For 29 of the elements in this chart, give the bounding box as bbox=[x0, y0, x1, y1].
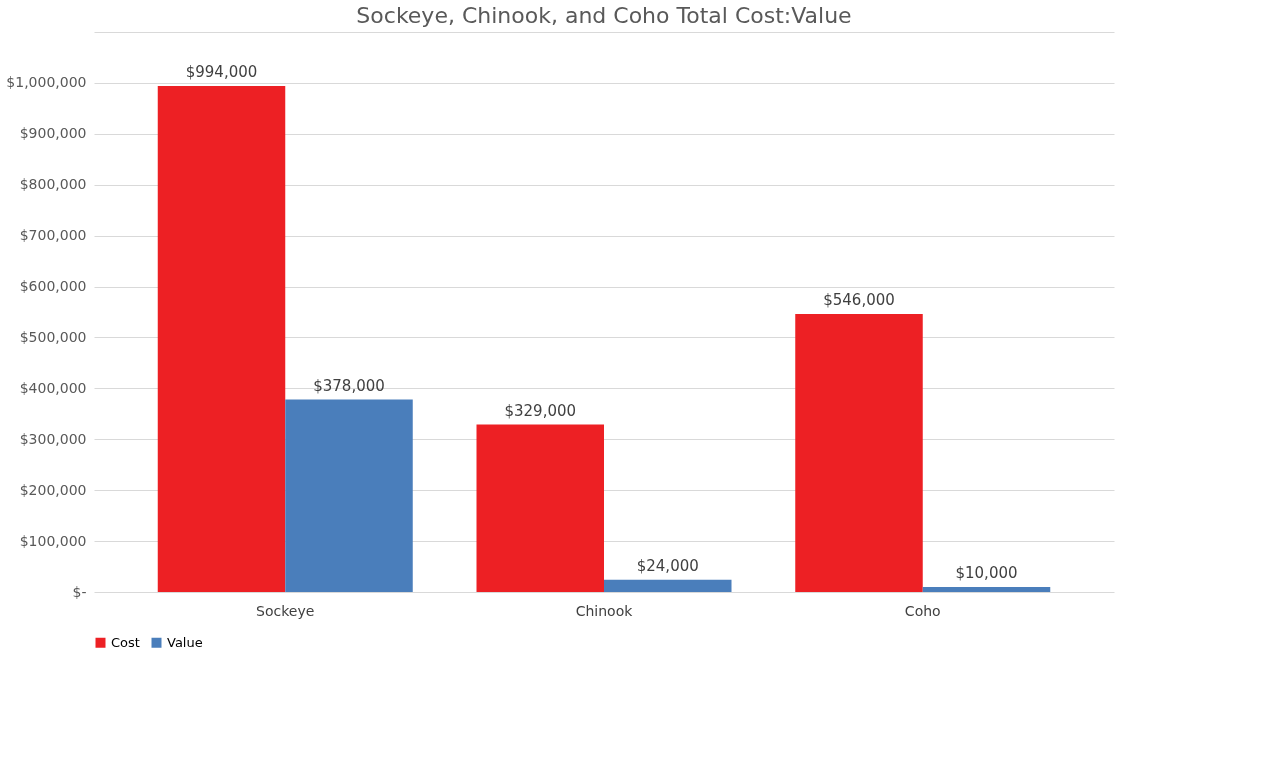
y-tick-label: $1,000,000 bbox=[6, 74, 87, 91]
y-tick-label: $200,000 bbox=[19, 481, 87, 498]
legend-label: Cost bbox=[111, 634, 140, 650]
y-tick-label: $100,000 bbox=[19, 532, 87, 549]
data-label: $10,000 bbox=[955, 563, 1018, 582]
y-tick-label: $- bbox=[72, 583, 87, 600]
x-tick-label: Coho bbox=[904, 602, 941, 619]
bar bbox=[157, 85, 286, 592]
data-label: $378,000 bbox=[313, 376, 385, 395]
data-label: $546,000 bbox=[823, 291, 895, 310]
y-tick-label: $400,000 bbox=[19, 379, 87, 396]
bar bbox=[922, 586, 1051, 592]
x-tick-label: Chinook bbox=[575, 602, 634, 619]
y-tick-label: $900,000 bbox=[19, 125, 87, 142]
y-tick-label: $700,000 bbox=[19, 227, 87, 244]
x-tick-label: Sockeye bbox=[256, 602, 315, 619]
data-label: $24,000 bbox=[636, 556, 699, 575]
bar bbox=[476, 424, 604, 592]
bar bbox=[795, 314, 923, 592]
y-tick-label: $500,000 bbox=[19, 328, 87, 345]
y-tick-label: $300,000 bbox=[19, 430, 87, 447]
data-label: $994,000 bbox=[185, 62, 258, 81]
legend-label: Value bbox=[167, 634, 203, 650]
y-tick-label: $800,000 bbox=[19, 176, 87, 193]
data-label: $329,000 bbox=[504, 401, 577, 420]
y-tick-label: $600,000 bbox=[19, 278, 87, 295]
bar bbox=[604, 579, 732, 592]
chart-title: Sockeye, Chinook, and Coho Total Cost:Value bbox=[356, 3, 852, 28]
bar bbox=[285, 399, 413, 592]
